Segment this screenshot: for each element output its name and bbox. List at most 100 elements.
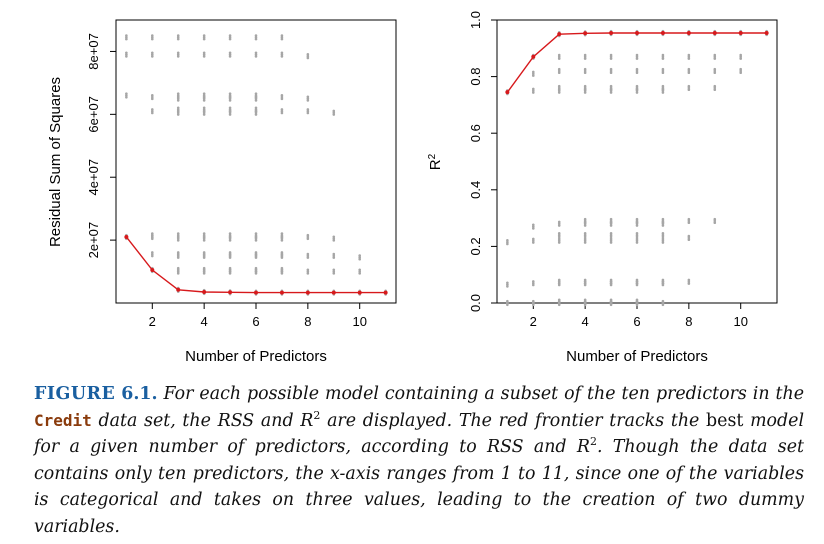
model-point (228, 268, 232, 272)
model-point (661, 55, 665, 59)
model-point (609, 241, 613, 244)
model-point (531, 87, 535, 91)
model-point (635, 283, 639, 287)
model-point (713, 57, 717, 60)
y-axis-title: Residual Sum of Squares (47, 77, 64, 247)
model-point (202, 270, 206, 273)
frontier-point (712, 31, 717, 36)
model-point (228, 55, 232, 58)
frontier-point (357, 290, 362, 295)
model-point (254, 34, 258, 37)
model-point (583, 91, 587, 94)
model-point (202, 232, 206, 235)
model-point (635, 241, 639, 244)
model-point (280, 256, 284, 259)
model-point (228, 256, 232, 259)
model-point (150, 34, 154, 37)
y-axis-title-main: R (427, 159, 444, 170)
model-point (583, 71, 587, 75)
model-point (635, 67, 639, 71)
model-point (557, 231, 561, 235)
caption-upright-best: best (706, 410, 744, 431)
model-point (557, 84, 561, 88)
model-point (306, 109, 310, 113)
chart-1: 2 4 6 8 10 2e+07 4e+07 6e+07 8e+07 Number of Pred… (47, 19, 397, 365)
model-point (531, 299, 535, 303)
model-point (635, 299, 639, 303)
model-point (635, 303, 639, 307)
model-point (583, 53, 587, 57)
model-point (228, 51, 232, 55)
model-point (609, 89, 613, 93)
model-point (202, 235, 206, 239)
model-point (176, 256, 180, 259)
model-point (280, 237, 284, 240)
model-point (176, 35, 180, 39)
model-point (739, 67, 743, 71)
model-point (306, 270, 310, 273)
model-point (506, 285, 509, 288)
y-tick-label: 8e+07 (86, 33, 101, 70)
model-point (531, 283, 535, 287)
model-point (254, 235, 258, 239)
model-point (202, 272, 206, 275)
frontier-point (531, 54, 536, 59)
model-point (687, 221, 691, 225)
model-point (176, 237, 180, 240)
model-point (609, 299, 613, 303)
model-point (506, 303, 509, 307)
model-point (609, 231, 613, 235)
model-point (531, 241, 535, 244)
model-point (254, 55, 258, 58)
model-point (531, 74, 535, 77)
model-point (531, 281, 535, 285)
x-tick-label: 4 (582, 314, 589, 329)
model-point (150, 97, 154, 101)
model-point (609, 224, 613, 227)
model-point (280, 93, 284, 97)
y-tick-label: 0.0 (468, 294, 483, 312)
model-point (583, 57, 587, 60)
model-point (506, 242, 509, 246)
model-point (254, 99, 258, 102)
model-point (150, 235, 154, 239)
model-point (306, 97, 310, 100)
model-point (609, 280, 613, 283)
model-point (228, 272, 232, 275)
y-tick-label: 0.2 (468, 237, 483, 255)
model-point (609, 235, 613, 239)
model-point (228, 35, 232, 39)
model-point (176, 268, 180, 272)
model-point (202, 113, 206, 116)
model-point (713, 221, 717, 225)
model-point (228, 99, 232, 102)
model-point (583, 87, 587, 91)
model-point (687, 234, 691, 238)
model-point (687, 53, 691, 57)
model-point (228, 111, 232, 115)
model-point (583, 84, 587, 88)
model-point (713, 84, 717, 88)
model-point (202, 256, 206, 259)
model-point (713, 69, 717, 73)
model-point (557, 71, 561, 75)
model-point (687, 86, 691, 90)
model-point (306, 268, 310, 272)
model-point (635, 89, 639, 93)
model-point (557, 281, 561, 285)
caption-text-5: . Though the data set contains only ten … (34, 437, 804, 537)
model-point (661, 222, 665, 226)
model-point (176, 95, 180, 99)
model-point (557, 220, 561, 224)
model-point (280, 95, 284, 99)
model-point (661, 281, 665, 285)
model-point (661, 91, 665, 94)
model-point (176, 252, 180, 256)
frontier-point (305, 290, 310, 295)
model-point (583, 235, 587, 239)
model-point (609, 281, 613, 285)
chart-2: 2 4 6 8 10 0.0 0.2 0.4 0.6 0.8 1.0 Number of Predic… (427, 11, 778, 365)
model-point (358, 270, 362, 273)
model-point (531, 280, 535, 283)
model-point (635, 55, 639, 59)
